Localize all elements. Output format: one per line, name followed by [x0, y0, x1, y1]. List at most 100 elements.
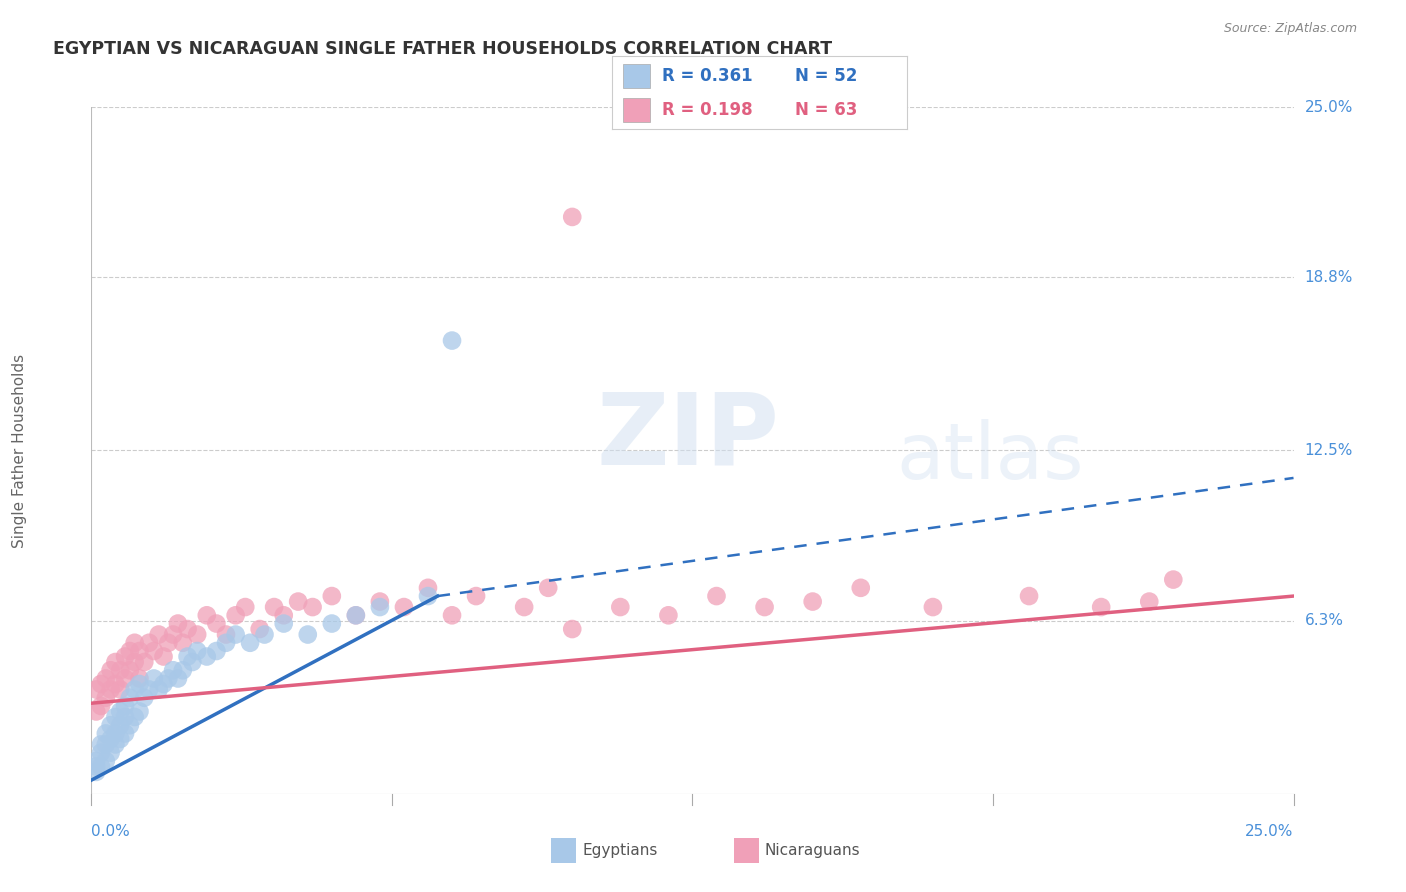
Point: [134, 655, 156, 669]
Point: [104, 677, 127, 691]
Point: [128, 644, 150, 658]
Point: [84, 682, 107, 697]
Point: [114, 726, 136, 740]
Point: [167, 672, 190, 686]
Point: [297, 627, 319, 641]
Point: [110, 682, 132, 697]
Text: 0.0%: 0.0%: [91, 824, 131, 839]
Point: [195, 608, 218, 623]
Point: [128, 705, 150, 719]
Point: [1018, 589, 1040, 603]
Point: [157, 672, 180, 686]
Point: [162, 663, 184, 677]
Point: [114, 672, 136, 686]
Point: [100, 718, 122, 732]
Point: [162, 627, 184, 641]
Point: [561, 622, 583, 636]
Point: [114, 710, 136, 724]
Point: [114, 649, 136, 664]
Text: Nicaraguans: Nicaraguans: [765, 844, 860, 858]
Point: [90, 698, 112, 713]
Point: [440, 334, 463, 348]
Point: [273, 616, 295, 631]
Point: [124, 682, 146, 697]
Point: [104, 738, 127, 752]
Point: [110, 731, 132, 746]
Point: [152, 649, 174, 664]
Point: [100, 746, 122, 760]
Point: [128, 677, 150, 691]
Point: [100, 682, 122, 697]
Text: Source: ZipAtlas.com: Source: ZipAtlas.com: [1223, 22, 1357, 36]
Point: [537, 581, 560, 595]
Point: [90, 738, 112, 752]
Point: [215, 636, 238, 650]
Point: [321, 616, 343, 631]
Point: [84, 764, 107, 779]
Text: Egyptians: Egyptians: [582, 844, 658, 858]
Point: [273, 608, 295, 623]
Point: [205, 616, 228, 631]
Point: [138, 636, 160, 650]
Point: [186, 627, 208, 641]
Point: [186, 644, 208, 658]
Point: [344, 608, 367, 623]
Point: [1161, 573, 1184, 587]
Text: R = 0.361: R = 0.361: [662, 67, 752, 85]
Point: [215, 627, 238, 641]
Point: [118, 663, 141, 677]
Point: [84, 705, 107, 719]
Point: [754, 600, 776, 615]
Point: [100, 663, 122, 677]
Point: [124, 710, 146, 724]
Text: 25.0%: 25.0%: [1246, 824, 1294, 839]
Point: [94, 672, 117, 686]
Point: [94, 726, 117, 740]
Point: [392, 600, 415, 615]
Point: [167, 616, 190, 631]
Point: [118, 718, 141, 732]
Point: [263, 600, 285, 615]
Point: [233, 600, 256, 615]
Point: [118, 690, 141, 705]
Point: [368, 594, 391, 608]
Point: [706, 589, 728, 603]
Point: [94, 754, 117, 768]
Point: [84, 754, 107, 768]
FancyBboxPatch shape: [623, 98, 650, 122]
Point: [368, 600, 391, 615]
Text: N = 63: N = 63: [794, 101, 858, 119]
Point: [287, 594, 309, 608]
Text: 12.5%: 12.5%: [1305, 443, 1353, 458]
Point: [172, 636, 194, 650]
Point: [1090, 600, 1112, 615]
Point: [253, 627, 276, 641]
Point: [152, 677, 174, 691]
Text: 18.8%: 18.8%: [1305, 270, 1353, 285]
Text: atlas: atlas: [897, 419, 1084, 495]
Text: EGYPTIAN VS NICARAGUAN SINGLE FATHER HOUSEHOLDS CORRELATION CHART: EGYPTIAN VS NICARAGUAN SINGLE FATHER HOU…: [53, 40, 832, 58]
Point: [90, 759, 112, 773]
Point: [922, 600, 945, 615]
Point: [110, 718, 132, 732]
Point: [225, 608, 247, 623]
Point: [344, 608, 367, 623]
Point: [94, 690, 117, 705]
Point: [1137, 594, 1160, 608]
Point: [104, 655, 127, 669]
Point: [181, 655, 204, 669]
FancyBboxPatch shape: [623, 63, 650, 87]
Point: [138, 682, 160, 697]
Point: [239, 636, 262, 650]
Point: [124, 655, 146, 669]
Point: [84, 759, 107, 773]
Point: [249, 622, 271, 636]
Point: [148, 627, 170, 641]
Text: R = 0.198: R = 0.198: [662, 101, 752, 119]
Point: [195, 649, 218, 664]
Point: [157, 636, 180, 650]
Text: Single Father Households: Single Father Households: [11, 353, 27, 548]
Point: [148, 682, 170, 697]
Text: ZIP: ZIP: [596, 388, 779, 485]
Point: [176, 649, 198, 664]
